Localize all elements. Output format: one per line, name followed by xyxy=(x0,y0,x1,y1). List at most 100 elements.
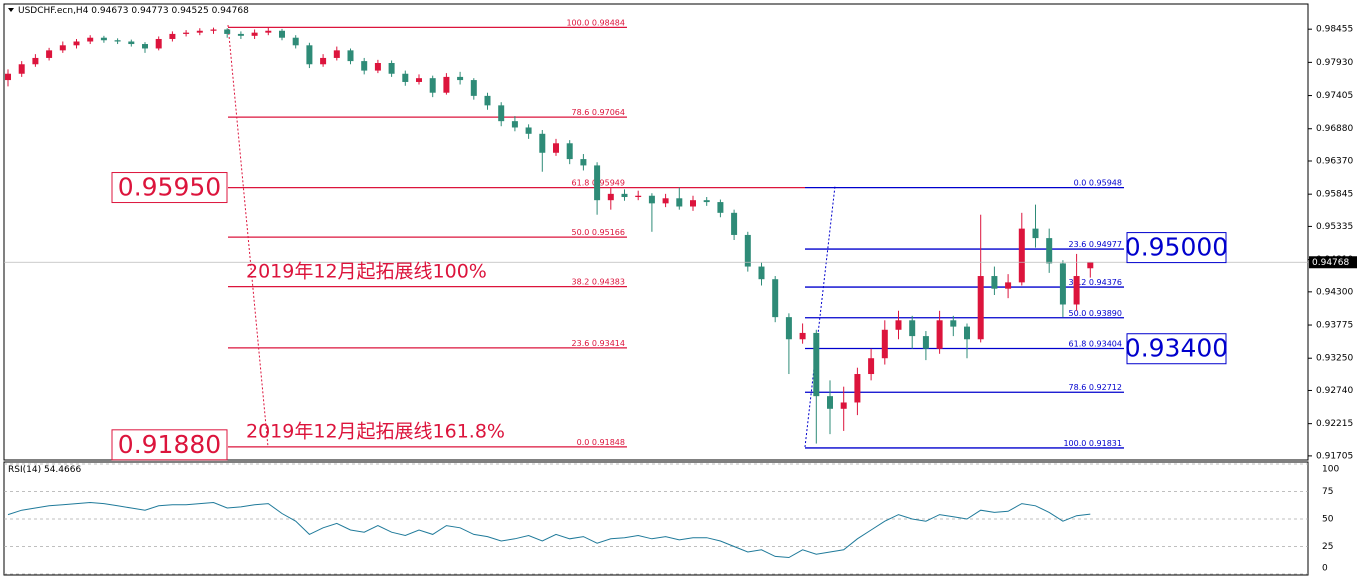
fib-price: 0.95948 xyxy=(1089,178,1122,187)
fib-label: 50.0 0.95166 xyxy=(572,228,625,237)
candle-body xyxy=(703,200,710,203)
candle-body xyxy=(1073,276,1080,305)
annotation: 2019年12月起拓展线100% xyxy=(246,261,487,283)
candle-body xyxy=(347,50,354,62)
fib-price: 0.94376 xyxy=(1089,278,1122,287)
candle-body xyxy=(457,76,464,81)
candle-body xyxy=(1087,262,1094,269)
candle-body xyxy=(580,159,587,166)
y-tick-label: 0.92740 xyxy=(1316,386,1353,396)
candle-body xyxy=(361,61,368,71)
rsi-tick-label: 25 xyxy=(1322,542,1333,552)
rsi-header: RSI(14) 54.4666 xyxy=(8,465,81,475)
candle-body xyxy=(155,38,162,49)
candle-body xyxy=(443,76,450,93)
candle-body xyxy=(265,30,272,33)
candle-body xyxy=(922,336,929,349)
fib-price: 0.94977 xyxy=(1089,240,1122,249)
y-tick-label: 0.91705 xyxy=(1316,451,1353,461)
candle-body xyxy=(114,40,121,42)
candle-body xyxy=(553,143,559,153)
y-tick-label: 0.97930 xyxy=(1316,58,1353,68)
candle-body xyxy=(100,37,107,41)
candle-body xyxy=(731,212,738,235)
candle-body xyxy=(785,317,792,340)
candle-body xyxy=(936,320,943,349)
price-box xyxy=(111,172,228,204)
candle-body xyxy=(5,73,11,81)
candle-body xyxy=(169,33,176,39)
candle-body xyxy=(196,30,203,33)
fib-price: 0.93890 xyxy=(1089,308,1122,317)
candle-body xyxy=(224,29,231,34)
candle-body xyxy=(1059,263,1066,305)
rsi-tick-label: 0 xyxy=(1322,564,1328,574)
candle-body xyxy=(237,33,244,36)
candle-body xyxy=(183,32,190,34)
candle-body xyxy=(909,320,916,337)
candle-body xyxy=(498,105,505,122)
y-tick-label: 0.98455 xyxy=(1316,25,1353,35)
candle-body xyxy=(87,37,94,42)
candle-body xyxy=(690,200,696,207)
candle-body xyxy=(662,198,669,204)
candle-body xyxy=(210,29,217,31)
fib-ratio: 50.0 xyxy=(572,228,590,237)
candle-body xyxy=(511,121,518,128)
candle-body xyxy=(539,133,546,153)
candle-body xyxy=(717,202,724,213)
fib-ratio: 61.8 xyxy=(572,178,590,187)
fib-ratio: 78.6 xyxy=(572,108,590,117)
candle-body xyxy=(799,332,806,340)
fib-price: 0.93404 xyxy=(1089,339,1122,348)
candle-body xyxy=(758,266,765,280)
candle-body xyxy=(470,80,477,96)
price-panel xyxy=(3,3,1309,461)
candle-body xyxy=(977,276,984,340)
candle-body xyxy=(744,234,751,267)
menu-icon[interactable] xyxy=(8,8,14,12)
rsi-line xyxy=(7,501,1091,559)
fib-ratio: 38.2 xyxy=(572,277,590,286)
fib-label: 50.0 0.93890 xyxy=(1069,308,1122,317)
fib-label: 23.6 0.93414 xyxy=(572,338,625,347)
candle-body xyxy=(46,50,53,58)
candle-body xyxy=(1018,228,1025,283)
fib-label: 0.0 0.91848 xyxy=(577,437,625,446)
fib-price: 0.95949 xyxy=(592,178,625,187)
candle-body xyxy=(59,45,66,51)
rsi-tick-label: 100 xyxy=(1322,465,1339,475)
fib-anchor xyxy=(227,24,269,448)
candle-body xyxy=(854,374,861,403)
candle-body xyxy=(950,320,957,327)
rsi-value: 54.4666 xyxy=(44,465,81,475)
y-tick-label: 0.93250 xyxy=(1316,354,1353,364)
price-box-label: 0.91880 xyxy=(118,430,221,459)
fib-price: 0.95166 xyxy=(592,228,625,237)
fib-price: 0.97064 xyxy=(592,108,625,117)
fib-label: 0.0 0.95948 xyxy=(1074,178,1122,187)
price-box xyxy=(1126,333,1227,365)
rsi-panel xyxy=(3,461,1309,576)
fib-label: 23.6 0.94977 xyxy=(1069,240,1122,249)
price-box-label: 0.95000 xyxy=(1125,233,1228,262)
fib-ratio: 23.6 xyxy=(572,338,590,347)
candle-body xyxy=(621,193,628,198)
high: 0.94773 xyxy=(131,6,168,16)
price-box-label: 0.95950 xyxy=(118,173,221,202)
fib-ratio: 100.0 xyxy=(1063,438,1086,447)
candle-body xyxy=(128,41,135,45)
fib-label: 100.0 0.98484 xyxy=(566,18,625,27)
candle-body xyxy=(402,73,409,82)
candle-body xyxy=(73,41,80,46)
candle-body xyxy=(292,37,299,46)
candle-body xyxy=(374,62,381,71)
y-tick-label: 0.97405 xyxy=(1316,91,1353,101)
price-box xyxy=(1126,232,1227,264)
candle-body xyxy=(32,57,39,65)
candle-body xyxy=(18,64,25,74)
price-box-label: 0.93400 xyxy=(1125,334,1228,363)
y-tick-label: 0.95845 xyxy=(1316,190,1353,200)
candle-body xyxy=(840,402,847,409)
candle-body xyxy=(525,127,532,134)
